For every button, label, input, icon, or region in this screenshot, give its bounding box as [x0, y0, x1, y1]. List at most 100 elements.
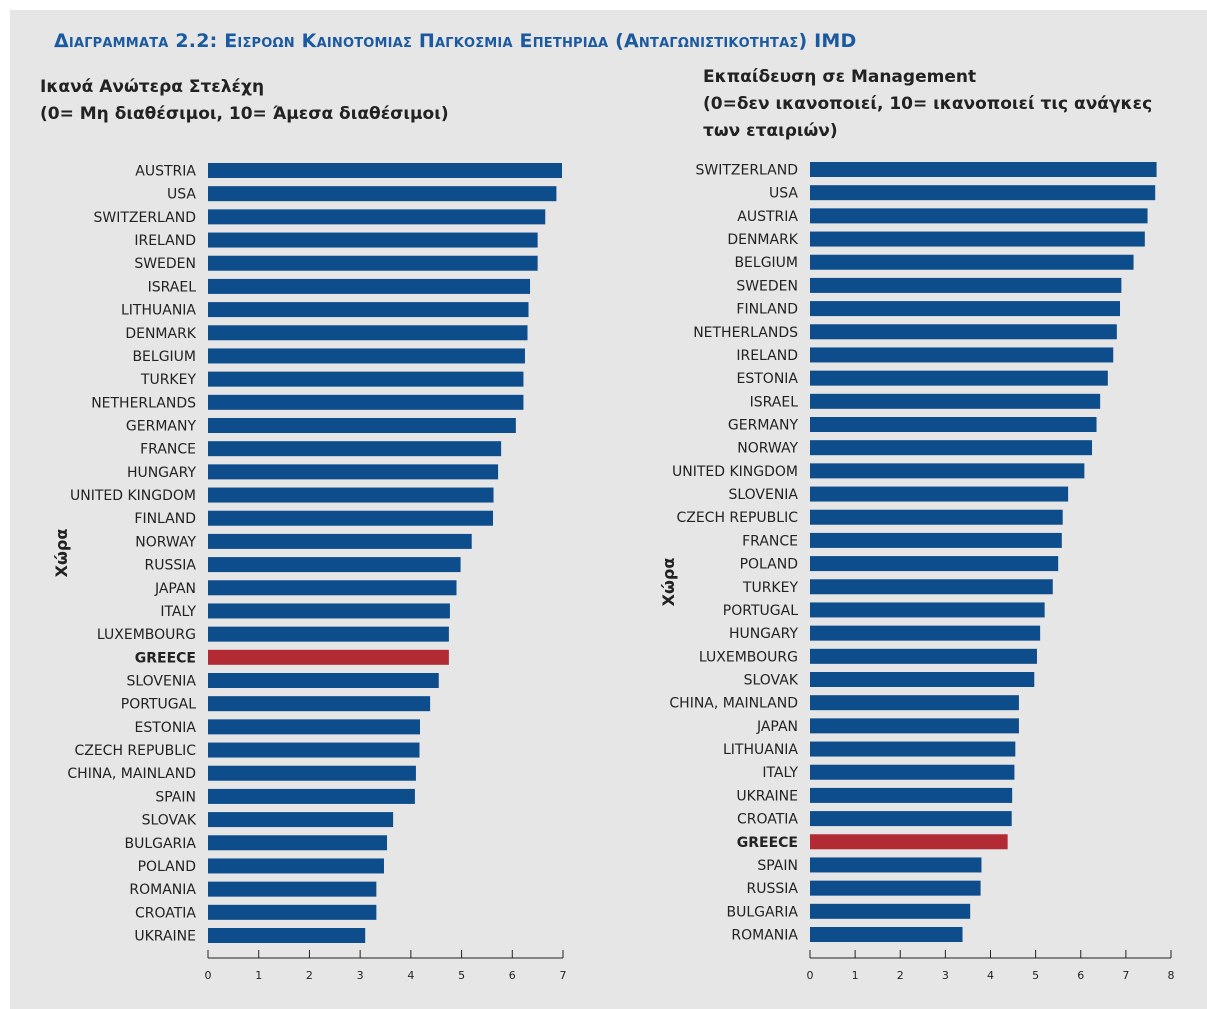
category-label: JAPAN — [154, 581, 196, 597]
category-label: HUNGARY — [729, 626, 799, 642]
bar-norway — [208, 533, 472, 549]
category-label: AUSTRIA — [135, 164, 196, 180]
category-label: SWITZERLAND — [93, 210, 196, 226]
bar-united-kingdom — [810, 463, 1085, 479]
bar-denmark — [208, 325, 528, 341]
bar-russia — [810, 880, 981, 896]
category-label: GREECE — [135, 650, 196, 666]
left-chart-subtitle: Ικανά Ανώτερα Στελέχη (0= Μη διαθέσιμοι,… — [40, 74, 449, 128]
category-label: ESTONIA — [737, 371, 799, 387]
category-label: CZECH REPUBLIC — [74, 743, 196, 759]
category-label: GREECE — [737, 835, 798, 851]
bar-russia — [208, 557, 461, 573]
bar-greece — [208, 649, 449, 665]
bar-estonia — [208, 719, 420, 735]
category-label: SPAIN — [757, 858, 798, 874]
category-label: UKRAINE — [736, 788, 798, 804]
category-label: ESTONIA — [135, 720, 197, 736]
category-label: CZECH REPUBLIC — [676, 510, 798, 526]
bar-romania — [208, 881, 377, 897]
category-label: JAPAN — [756, 719, 798, 735]
category-label: BELGIUM — [734, 255, 798, 271]
category-label: CROATIA — [737, 812, 798, 828]
bar-croatia — [810, 811, 1012, 827]
category-label: TURKEY — [742, 580, 799, 596]
category-label: POLAND — [740, 557, 798, 573]
category-label: CROATIA — [135, 905, 196, 921]
bar-greece — [810, 834, 1008, 850]
x-tick-label: 5 — [458, 969, 465, 982]
bar-czech-republic — [810, 509, 1063, 525]
category-label: FINLAND — [736, 302, 798, 318]
bar-france — [208, 441, 502, 457]
bar-israel — [208, 278, 531, 294]
bar-china-mainland — [208, 765, 416, 781]
x-tick-label: 0 — [807, 969, 814, 982]
category-label: SWEDEN — [736, 278, 798, 294]
category-label: HUNGARY — [127, 465, 197, 481]
bar-luxembourg — [208, 626, 449, 642]
bar-turkey — [208, 371, 524, 387]
category-label: DENMARK — [727, 232, 798, 248]
category-label: SWITZERLAND — [695, 163, 798, 179]
x-tick-label: 2 — [897, 969, 904, 982]
subtitle-line: (0= Μη διαθέσιμοι, 10= Άμεσα διαθέσιμοι) — [40, 104, 449, 124]
bar-united-kingdom — [208, 487, 494, 503]
category-label: IRELAND — [736, 348, 798, 364]
category-label: CHINA, MAINLAND — [669, 696, 798, 712]
category-label: TURKEY — [140, 372, 197, 388]
bar-poland — [810, 556, 1059, 572]
bar-spain — [810, 857, 982, 873]
bar-hungary — [810, 625, 1041, 641]
category-label: ROMANIA — [731, 928, 798, 944]
bar-bulgaria — [208, 835, 388, 851]
bar-slovenia — [810, 486, 1069, 502]
category-label: UNITED KINGDOM — [672, 464, 798, 480]
category-label: UKRAINE — [134, 929, 196, 945]
bar-switzerland — [208, 209, 546, 225]
category-label: NETHERLANDS — [693, 325, 798, 341]
category-label: DENMARK — [125, 326, 196, 342]
x-tick-label: 1 — [255, 969, 262, 982]
subtitle-line: Εκπαίδευση σε Management — [703, 67, 977, 87]
x-tick-label: 7 — [560, 969, 567, 982]
category-label: SPAIN — [155, 789, 196, 805]
category-label: NORWAY — [737, 441, 798, 457]
subtitle-line: (0=δεν ικανοποιεί, 10= ικανοποιεί τις αν… — [703, 94, 1153, 114]
bar-sweden — [208, 255, 538, 271]
bar-croatia — [208, 904, 377, 920]
bar-ireland — [810, 347, 1114, 363]
bar-germany — [810, 417, 1097, 432]
category-label: ITALY — [160, 604, 196, 620]
bar-poland — [208, 858, 384, 874]
bar-turkey — [810, 579, 1053, 595]
bar-czech-republic — [208, 742, 420, 758]
category-label: LUXEMBOURG — [97, 627, 196, 643]
x-tick-label: 5 — [1032, 969, 1039, 982]
bar-hungary — [208, 464, 499, 480]
y-axis-label: Χώρα — [52, 529, 71, 578]
x-tick-label: 4 — [407, 969, 414, 982]
category-label: LITHUANIA — [723, 742, 798, 758]
bar-spain — [208, 788, 415, 804]
category-label: LUXEMBOURG — [699, 649, 798, 665]
figure-title: Διαγραμματα 2.2: Εισροων Καινοτομιας Παγ… — [54, 30, 857, 52]
bar-china-mainland — [810, 695, 1019, 711]
category-label: ITALY — [762, 765, 798, 781]
bar-portugal — [208, 696, 431, 712]
category-label: RUSSIA — [747, 881, 799, 897]
category-label: CHINA, MAINLAND — [67, 766, 196, 782]
category-label: FRANCE — [140, 442, 196, 458]
bar-ukraine — [208, 928, 366, 943]
bar-ukraine — [810, 787, 1013, 803]
category-label: BELGIUM — [132, 349, 196, 365]
x-tick-label: 3 — [942, 969, 949, 982]
category-label: USA — [167, 187, 196, 203]
category-label: UNITED KINGDOM — [70, 488, 196, 504]
subtitle-line: Ικανά Ανώτερα Στελέχη — [40, 77, 265, 97]
x-tick-label: 1 — [852, 969, 859, 982]
x-tick-label: 2 — [306, 969, 313, 982]
category-label: SWEDEN — [134, 256, 196, 272]
category-label: SLOVAK — [142, 813, 197, 829]
right-chart-subtitle: Εκπαίδευση σε Management (0=δεν ικανοποι… — [703, 64, 1152, 145]
